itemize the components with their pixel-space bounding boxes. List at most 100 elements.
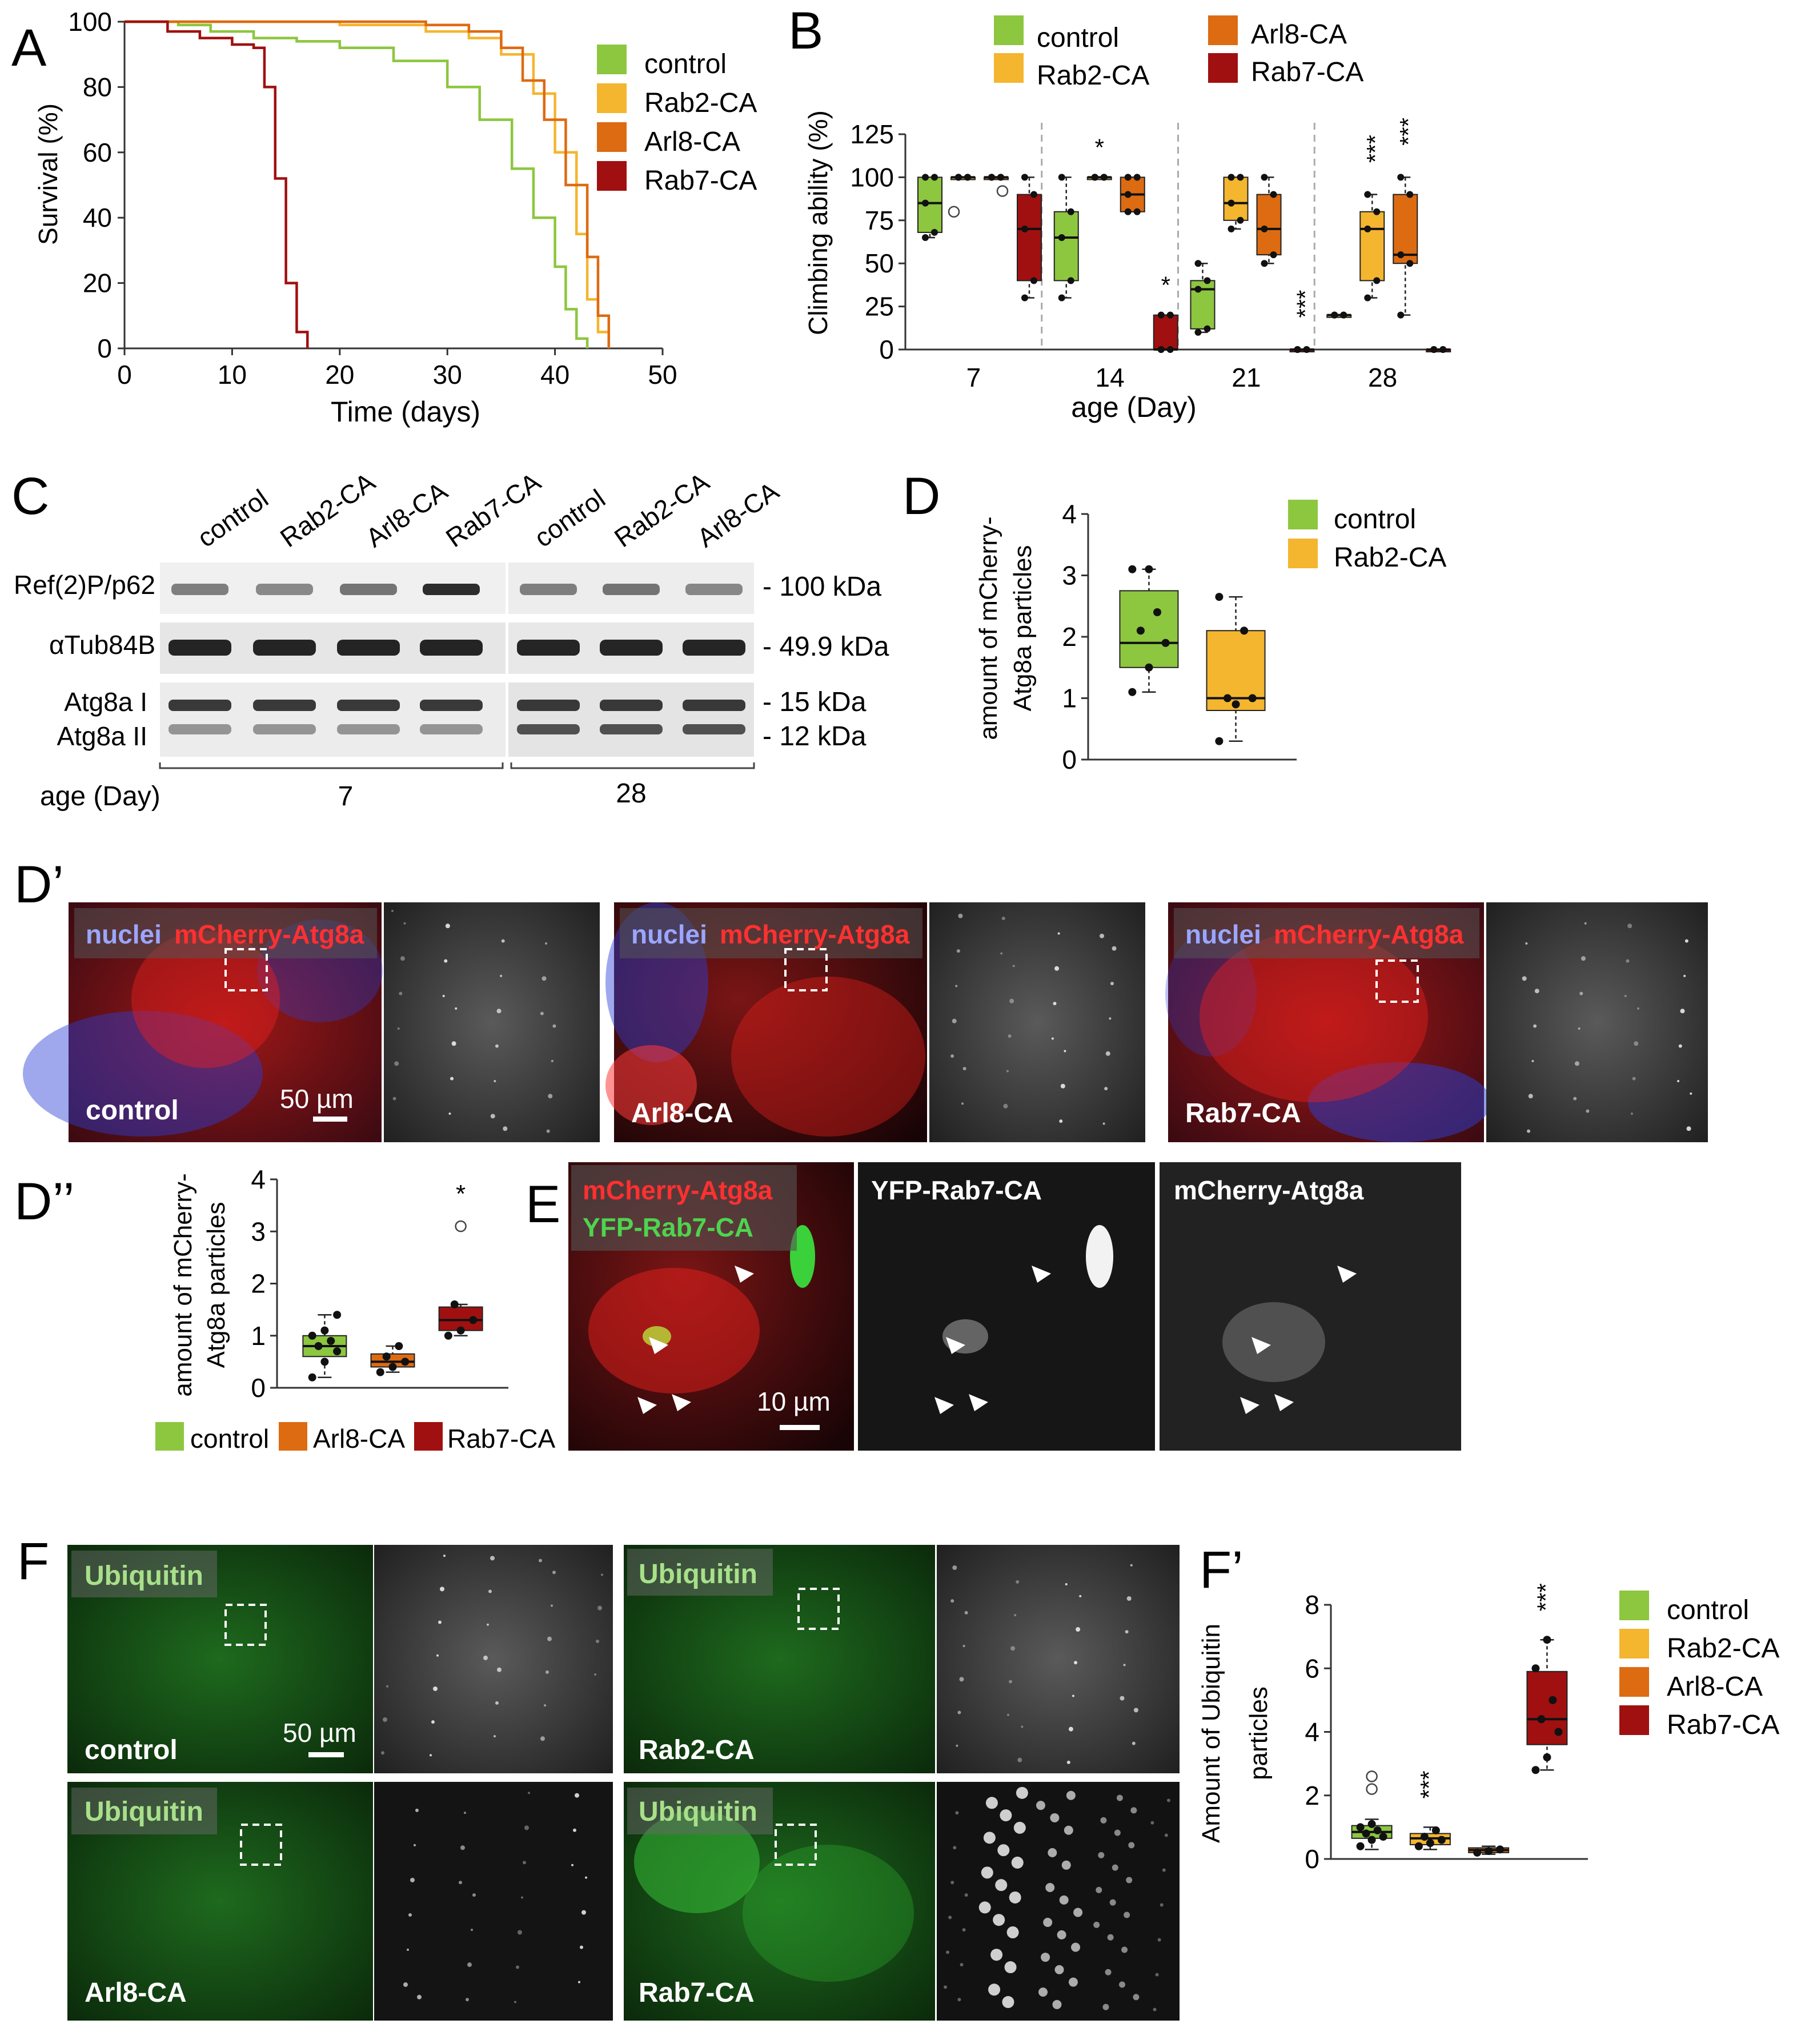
y-tick-label: 0 [879,335,894,364]
speck [407,1949,409,1951]
data-point [450,1300,459,1308]
speck [1041,1953,1050,1962]
y-tick-label: 75 [865,206,894,235]
lane-label: Rab2-CA [609,467,715,553]
data-point [1133,174,1141,181]
speck [1076,1627,1081,1632]
x-tick-label: 0 [117,360,132,389]
data-point [1373,208,1381,215]
speck [957,1998,961,2002]
speck [1013,1821,1026,1834]
y-tick-label: 0 [97,334,112,363]
legend-d-control: control [1334,504,1416,535]
speck [1528,1094,1533,1099]
speck [1059,1119,1063,1123]
y-tick-label: 0 [1062,745,1077,774]
data-point [1166,311,1174,319]
speck [414,1844,416,1846]
speck [1079,1595,1082,1597]
data-point [1261,225,1268,232]
speck [1009,998,1014,1003]
speck [460,1845,465,1850]
data-point [1228,199,1235,207]
micrograph-label: Rab7-CA [1185,1098,1301,1129]
micrograph-f-control-zoom [374,1545,613,1773]
red-signal [605,1045,697,1125]
speck [1016,1786,1028,1799]
row-label-atg8a-i: Atg8a I [64,687,147,717]
speck [381,1751,384,1755]
micrograph-label: Rab7-CA [639,1978,755,2008]
lane-label: Rab7-CA [440,467,546,553]
speck [1126,1596,1132,1601]
data-point [1430,346,1438,353]
survival-line-Arl8-CA [125,20,611,348]
speck [596,1639,599,1643]
micrograph-label: Arl8-CA [631,1098,733,1129]
kda-label: - 15 kDa [763,687,867,717]
tag-ubiquitin: Ubiquitin [85,1561,203,1591]
band-tub [420,640,483,656]
data-point [327,1336,335,1345]
significance-mark: * [1161,272,1170,299]
data-point [1030,191,1037,198]
scale-bar-label: 50 µm [283,1718,356,1748]
speck [956,1744,958,1747]
speck [1690,1092,1692,1095]
data-point [1496,1845,1505,1854]
speck [1133,1708,1138,1713]
scale-bar [313,1117,347,1122]
tag-mcherry: mCherry-Atg8a [1274,919,1464,949]
speck [573,1828,576,1832]
speck [1000,1809,1012,1822]
panel-d-box-chart: amount of mCherry- Atg8a particles contr… [974,499,1446,774]
speck [1006,1926,1019,1938]
speck [1636,1007,1639,1010]
y-tick-label: 8 [1305,1590,1319,1620]
tag-mcherry-atg8a: mCherry-Atg8a [583,1175,773,1205]
data-point [1261,260,1268,267]
panel-letter-fp: F’ [1200,1541,1244,1599]
data-point [1124,191,1132,198]
data-point [1067,208,1074,215]
band-tub [517,640,580,656]
band-p62 [685,584,743,595]
speck [433,1686,438,1691]
arrowhead [1274,1394,1294,1411]
tag-box [71,1551,217,1597]
arrowhead [934,1397,954,1414]
speck [1573,1097,1577,1101]
data-point [1194,286,1202,293]
legend-a-arl8: Arl8-CA [644,127,740,157]
age-bracket-day7 [159,762,504,769]
speck [1002,1996,1014,2009]
green-signal [743,1845,914,1982]
band-atg8a-ii [337,724,400,734]
speck [1048,1848,1057,1857]
panel-dpp-box-chart: amount of mCherry- Atg8a particles contr… [155,1164,556,1453]
data-point [1303,346,1310,353]
speck [516,1965,519,1969]
speck [1522,976,1527,981]
box-Rab7-CA-day14 [1153,314,1178,350]
tag-ubiquitin: Ubiquitin [639,1559,757,1589]
panel-dp-microscopy: nuclei mCherry-Atg8a control 50 µm nucle… [23,902,1708,1142]
data-point [1397,311,1405,319]
inset-box [775,1824,817,1866]
data-point [1166,346,1174,353]
speck [552,1024,556,1028]
tag-nuclei: nuclei [86,919,162,949]
speck [552,1571,556,1575]
speck [1105,1969,1112,1975]
speck [956,949,960,953]
speck [1045,1883,1055,1893]
speck [399,991,403,995]
speck [1579,991,1583,995]
speck [1627,923,1632,929]
green-signal [643,1326,671,1347]
outlier-point [996,185,1009,197]
data-point [1531,1664,1540,1673]
speck [578,1981,580,1983]
speck [1036,1801,1045,1810]
band-tub [337,640,400,656]
